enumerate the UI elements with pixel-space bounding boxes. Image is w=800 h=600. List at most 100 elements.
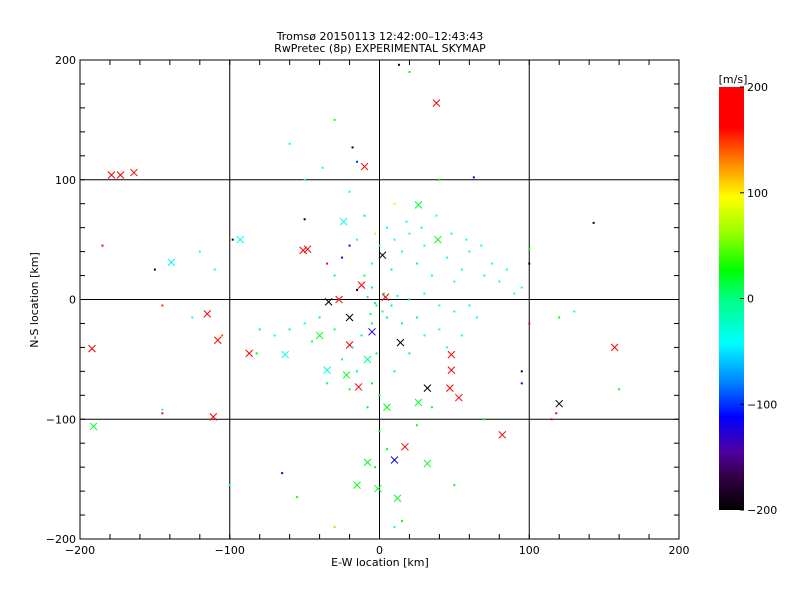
dot-marker [528,262,531,265]
cross-marker [414,398,423,407]
cross-stroke [354,383,363,391]
cross-stroke [315,331,324,340]
cross-stroke [130,168,138,177]
cross-stroke [363,458,372,467]
cross-stroke [209,413,218,421]
cross-marker [345,313,354,322]
dot-marker [465,238,468,241]
cross-marker [315,331,324,340]
dot-marker [231,238,234,241]
dot-marker [348,190,351,193]
cross-stroke [236,235,245,244]
dot-marker [378,430,381,433]
cross-stroke [281,350,290,359]
cross-marker [281,350,290,359]
cross-marker [236,235,245,244]
dot-marker [483,274,486,277]
dot-marker [318,316,321,319]
dot-marker [405,220,408,223]
dot-marker [348,388,351,391]
cross-marker [446,384,454,392]
cross-stroke [345,341,354,349]
dot-marker [450,232,453,235]
dot-marker [341,358,344,361]
dot-marker [468,304,471,307]
cross-stroke [414,398,423,407]
dot-marker [460,334,463,337]
cross-marker [368,327,376,336]
cross-marker [498,430,507,439]
dot-marker [528,322,531,325]
cross-marker [414,201,423,209]
dot-marker [520,370,523,373]
cross-marker [303,245,312,254]
dot-marker [311,340,314,343]
cross-stroke [447,350,456,359]
cross-stroke [353,481,361,489]
cross-stroke [88,344,96,353]
dot-marker [453,484,456,487]
dot-marker [351,346,354,349]
dot-marker [397,63,400,66]
cross-marker [423,459,432,468]
dot-marker [520,382,523,385]
dot-marker [618,388,621,391]
dot-marker [321,166,324,169]
dot-marker [228,484,231,487]
dot-marker [303,178,306,181]
cross-stroke [89,422,98,431]
cross-marker [401,442,409,451]
dot-marker [374,302,377,305]
dot-marker [366,406,369,409]
dot-marker [366,296,369,299]
cross-marker [610,343,619,352]
dot-marker [348,244,351,247]
cross-stroke [393,494,402,503]
dot-marker [423,244,426,247]
dot-marker [375,352,378,355]
dot-marker [326,382,329,385]
cross-marker [447,350,456,359]
dot-marker [490,262,493,265]
dot-marker [281,472,284,475]
dot-marker [221,334,224,337]
dot-marker [288,328,291,331]
dot-marker [438,178,441,181]
dot-marker [371,262,374,265]
cross-marker [378,251,387,260]
dot-marker [153,268,156,271]
colorbar-tick-label: 0 [747,293,754,306]
cross-marker [335,295,343,304]
cross-stroke [363,355,372,364]
cross-marker [360,162,369,171]
dot-marker [445,256,448,259]
y-tick-label: 200 [55,54,76,67]
dot-marker [303,218,306,221]
x-tick-label: −100 [215,544,245,557]
cross-stroke [323,366,331,375]
cross-marker [353,481,361,489]
dot-marker [558,316,561,319]
cross-stroke [498,430,507,439]
cross-stroke [335,295,343,304]
dot-marker [400,250,403,253]
cross-stroke [213,336,222,345]
dot-marker [296,496,299,499]
dot-marker [505,268,508,271]
cross-marker [88,344,96,353]
cross-stroke [401,442,409,451]
y-tick-label: −100 [46,413,76,426]
dot-marker [475,316,478,319]
dot-marker [333,526,336,529]
dot-marker [382,292,385,295]
dot-marker [341,256,344,259]
cross-marker [354,383,363,391]
dot-marker [393,238,396,241]
cross-stroke [107,171,116,179]
dot-marker [472,176,475,179]
cross-stroke [299,246,307,255]
cross-stroke [342,371,351,379]
x-tick-label: −200 [65,544,95,557]
dot-marker [513,292,516,295]
x-tick-label: 0 [376,544,383,557]
